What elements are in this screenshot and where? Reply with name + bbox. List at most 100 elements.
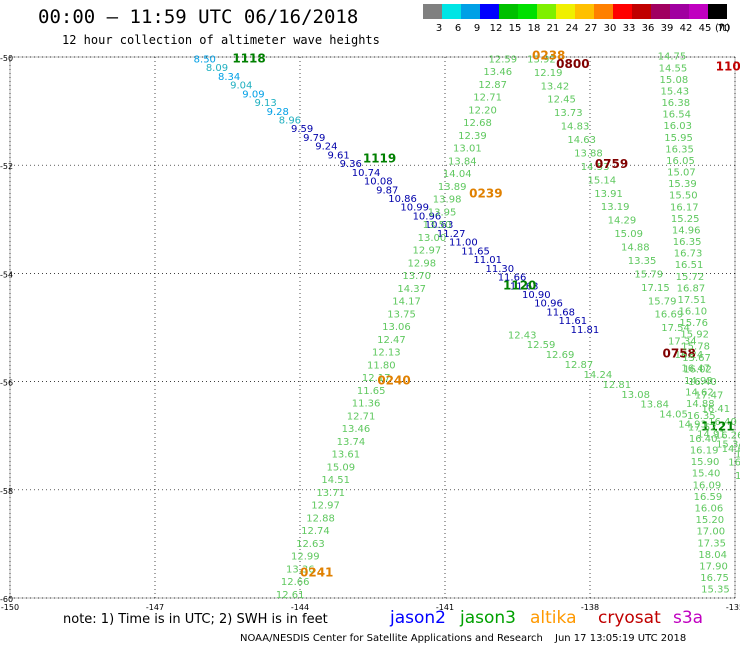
wave-height-value: 13.70	[402, 271, 431, 282]
latitude-label: -50	[0, 54, 13, 63]
wave-height-value: 12.63	[296, 539, 325, 550]
wave-height-value: 16.51	[675, 260, 704, 271]
wave-height-value: 15.09	[326, 462, 355, 473]
wave-height-value: 15.43	[661, 86, 690, 97]
wave-height-value: 14.29	[608, 216, 637, 227]
color-scale-unit: (ft)	[715, 23, 731, 34]
wave-height-value: 14.91	[697, 430, 726, 441]
longitude-label: -150	[1, 603, 19, 612]
wave-height-value: 13.91	[594, 189, 623, 200]
wave-height-value: 17.00	[696, 527, 725, 538]
wave-height-value: 9.61	[327, 150, 349, 161]
wave-height-value: 11.61	[559, 316, 588, 327]
wave-height-value: 16.06	[695, 503, 724, 514]
wave-height-value: 11.30	[486, 264, 515, 275]
wave-height-value: 10.63	[425, 220, 454, 231]
wave-height-value: 11.63	[510, 281, 539, 292]
wave-height-value: 16.59	[694, 492, 723, 503]
latitude-label: -54	[0, 270, 13, 279]
color-scale-tick: 21	[546, 23, 560, 34]
wave-height-value: 15.25	[671, 214, 700, 225]
wave-height-value: 14.05	[659, 410, 688, 421]
color-swatch	[670, 4, 689, 19]
color-scale-tick: 24	[565, 23, 579, 34]
color-swatch	[537, 4, 556, 19]
wave-height-value: 10.96	[534, 299, 563, 310]
wave-height-value: 16.35	[673, 237, 702, 248]
color-swatch	[518, 4, 537, 19]
wave-height-value: 9.28	[267, 107, 289, 118]
wave-height-value: 11.36	[352, 399, 381, 410]
wave-height-value: 16.03	[663, 121, 692, 132]
wave-height-value: 13.74	[337, 437, 366, 448]
wave-height-value: 13.98	[433, 195, 462, 206]
wave-height-value: 11.66	[498, 273, 527, 284]
wave-height-value: 14.88	[686, 399, 715, 410]
wave-height-value: 15.20	[695, 515, 724, 526]
wave-height-value: 16.41	[701, 404, 730, 415]
legend-altika: altika	[530, 608, 577, 628]
wave-height-value: 15.08	[660, 75, 689, 86]
latitude-label: -56	[0, 379, 13, 388]
color-swatch	[632, 4, 651, 19]
wave-height-value: 10.96	[413, 211, 442, 222]
wave-height-value: 12.87	[565, 360, 594, 371]
wave-height-value: 13.35	[628, 256, 657, 267]
wave-height-value: 17.90	[699, 561, 728, 572]
color-swatch	[461, 4, 480, 19]
color-scale-tick: 33	[622, 23, 636, 34]
wave-height-value: 15.39	[668, 179, 697, 190]
wave-height-value: 12.13	[372, 348, 401, 359]
wave-height-value: 14.63	[567, 135, 596, 146]
wave-height-value: 17.35	[697, 538, 726, 549]
color-swatch	[442, 4, 461, 19]
wave-height-value: 14.83	[561, 122, 590, 133]
wave-height-value: 15.76	[679, 318, 708, 329]
wave-height-value: 13.00	[418, 233, 447, 244]
wave-height-value: 15.92	[680, 330, 709, 341]
color-scale-tick: 70	[717, 23, 731, 34]
wave-height-value: 12.98	[407, 258, 436, 269]
wave-height-value: 15.07	[667, 168, 696, 179]
wave-height-value: 14.68	[722, 444, 740, 455]
wave-height-value: 11.81	[571, 325, 600, 336]
wave-height-value: 16.17	[670, 202, 699, 213]
wave-height-value: 12.66	[281, 577, 310, 588]
wave-height-value: 8.34	[218, 72, 240, 83]
wave-height-value: 12.19	[534, 68, 563, 79]
color-scale-tick: 15	[508, 23, 522, 34]
wave-height-value: 12.97	[311, 501, 340, 512]
wave-height-value: 15.35	[701, 585, 730, 596]
color-swatch	[613, 4, 632, 19]
wave-height-value: 17.47	[695, 390, 724, 401]
pass-time-label: 0759	[595, 157, 628, 171]
latitude-label: -52	[0, 162, 13, 171]
wave-height-value: 12.71	[473, 93, 502, 104]
color-scale-tick: 42	[679, 23, 693, 34]
latitude-label: -60	[0, 595, 13, 604]
wave-height-value: 9.36	[340, 159, 362, 170]
wave-height-value: 9.59	[291, 124, 313, 135]
color-scale-tick: 27	[584, 23, 598, 34]
pass-time-label: 0758	[663, 346, 696, 360]
wave-height-value: 12.45	[547, 95, 576, 106]
wave-height-value: 14.51	[321, 475, 350, 486]
wave-height-value: 8.50	[194, 54, 216, 65]
wave-height-value: 14.55	[659, 63, 688, 74]
wave-height-value: 8.09	[206, 63, 228, 74]
wave-height-value: 10.08	[364, 177, 393, 188]
wave-height-value: 16.35	[687, 411, 716, 422]
wave-height-value: 15.78	[681, 341, 710, 352]
legend-s3a: s3a	[673, 608, 704, 628]
wave-height-value: 12.39	[458, 131, 487, 142]
wave-height-value: 14.88	[621, 243, 650, 254]
color-swatch	[575, 4, 594, 19]
wave-height-value: 16.73	[674, 249, 703, 260]
color-scale-tick: 39	[660, 23, 674, 34]
wave-height-value: 15.34	[716, 439, 740, 450]
wave-height-value: 14.62	[685, 388, 714, 399]
color-swatch	[689, 4, 708, 19]
wave-height-value: 16.47	[681, 363, 710, 374]
wave-height-value: 14.37	[397, 284, 426, 295]
color-swatch	[651, 4, 670, 19]
